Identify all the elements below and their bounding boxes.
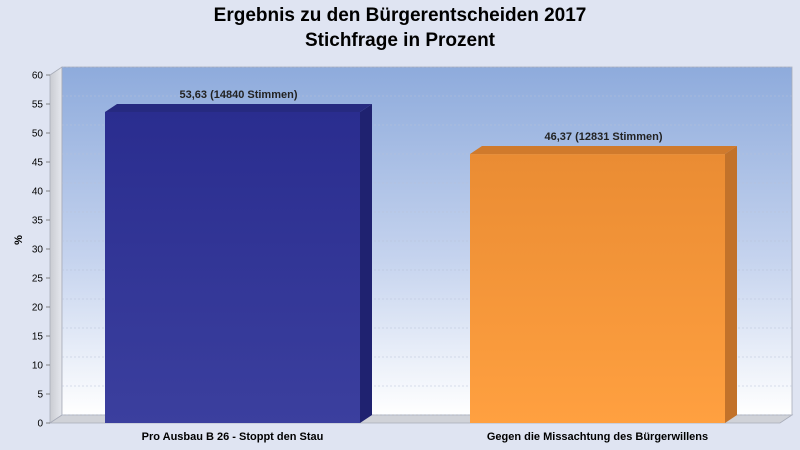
x-axis-categories: Pro Ausbau B 26 - Stoppt den Stau Gegen d…	[142, 431, 709, 443]
side-wall	[49, 66, 63, 424]
bar-top	[105, 103, 372, 112]
y-tick-label: 0	[37, 419, 43, 430]
bar-1	[105, 103, 372, 424]
bar-front	[105, 111, 360, 424]
chart-subtitle: Stichfrage in Prozent	[305, 30, 496, 51]
y-tick-label: 15	[32, 332, 44, 343]
bar-side	[360, 103, 372, 424]
y-axis-ticks: 0 5 10 15 20 25 30 35 40 45 50 55 60	[32, 71, 50, 430]
bar-side	[725, 146, 737, 423]
y-tick-label: 10	[32, 361, 44, 372]
y-tick-label: 45	[32, 158, 44, 169]
category-label-2: Gegen die Missachtung des Bürgerwillens	[487, 431, 708, 443]
y-tick-label: 25	[32, 274, 44, 285]
bar-1-value-label: 53,63 (14840 Stimmen)	[179, 89, 297, 101]
y-tick-label: 60	[32, 71, 44, 82]
category-label-1: Pro Ausbau B 26 - Stoppt den Stau	[142, 431, 324, 443]
y-tick-label: 30	[32, 245, 44, 256]
y-tick-label: 40	[32, 187, 44, 198]
y-tick-label: 50	[32, 129, 44, 140]
bar-top	[470, 146, 737, 155]
bar-2-value-label: 46,37 (12831 Stimmen)	[544, 131, 662, 143]
bars	[105, 103, 737, 424]
data-labels: 53,63 (14840 Stimmen) 46,37 (12831 Stimme…	[179, 89, 662, 143]
y-tick-label: 35	[32, 216, 44, 227]
y-tick-label: 55	[32, 100, 44, 111]
bar-front	[470, 154, 725, 423]
chart-title: Ergebnis zu den Bürgerentscheiden 2017	[214, 5, 587, 26]
bar-2	[470, 146, 737, 423]
y-tick-label: 5	[37, 390, 43, 401]
y-axis-label: %	[13, 235, 25, 245]
y-tick-label: 20	[32, 303, 44, 314]
